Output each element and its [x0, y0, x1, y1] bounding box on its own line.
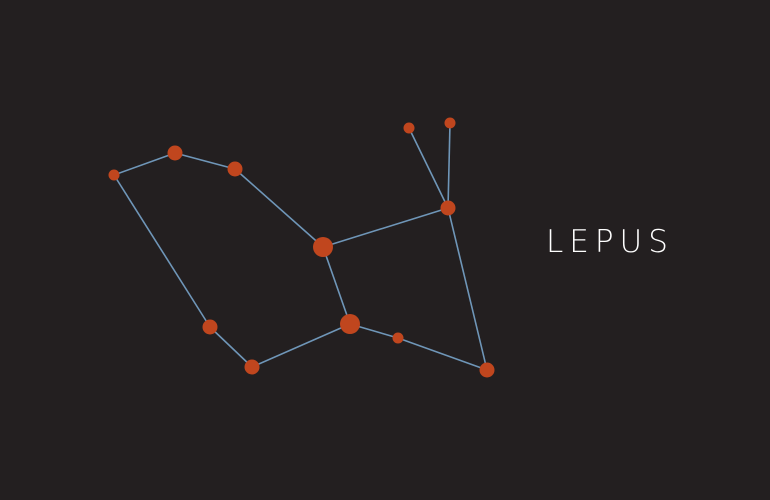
constellation-name: LEPUS [546, 224, 674, 260]
constellation-stars [108, 117, 495, 378]
constellation-line [447, 207, 488, 371]
constellation-line [408, 127, 449, 209]
star-s11 [392, 332, 404, 344]
star-s6 [444, 117, 456, 129]
constellation-line [209, 326, 253, 368]
star-s10 [340, 314, 360, 334]
star-s5 [403, 122, 415, 134]
constellation-line [322, 207, 449, 248]
constellation-line [322, 246, 351, 325]
star-s7 [440, 200, 456, 216]
star-s9 [244, 359, 260, 375]
star-s2 [167, 145, 183, 161]
constellation-line [251, 323, 351, 368]
star-s4 [313, 237, 333, 257]
constellation-line [174, 152, 236, 170]
constellation-line [234, 168, 324, 248]
star-s8 [202, 319, 218, 335]
star-s1 [108, 169, 120, 181]
star-s3 [227, 161, 243, 177]
constellation-line [447, 122, 451, 209]
constellation-line [113, 174, 211, 328]
star-s12 [479, 362, 495, 378]
constellation-line [113, 152, 176, 176]
constellation-line [397, 337, 488, 371]
constellation-lines [113, 122, 488, 371]
